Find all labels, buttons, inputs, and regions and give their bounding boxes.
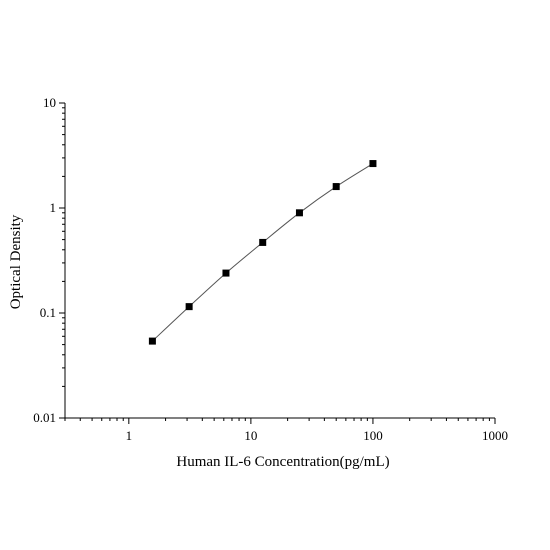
data-point bbox=[332, 183, 340, 191]
y-tick-label: 0.01 bbox=[33, 410, 56, 425]
data-point bbox=[148, 337, 156, 345]
y-tick-label: 10 bbox=[43, 95, 56, 110]
x-tick-label: 1000 bbox=[482, 428, 508, 443]
y-tick-label: 0.1 bbox=[40, 305, 56, 320]
x-tick-label: 100 bbox=[363, 428, 383, 443]
fit-curve bbox=[152, 163, 374, 342]
y-tick-label: 1 bbox=[50, 200, 57, 215]
data-point bbox=[295, 209, 303, 217]
plot-area bbox=[148, 160, 377, 345]
x-axis-title: Human IL-6 Concentration(pg/mL) bbox=[176, 454, 389, 470]
x-tick-label: 1 bbox=[126, 428, 133, 443]
data-point bbox=[369, 160, 377, 168]
x-tick-label: 10 bbox=[244, 428, 257, 443]
data-point bbox=[259, 238, 267, 246]
axes: 1 10 100 1000 0.01 0.1 1 10 bbox=[33, 95, 508, 443]
data-point bbox=[185, 303, 193, 311]
data-point bbox=[222, 269, 230, 277]
y-axis-title: Optical Density bbox=[8, 214, 24, 309]
